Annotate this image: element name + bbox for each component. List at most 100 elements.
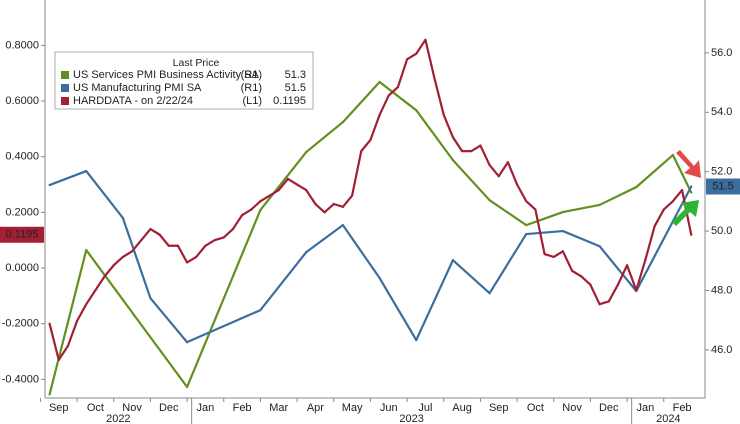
legend-title: Last Price <box>173 57 220 69</box>
legend-axis: (L1) <box>242 95 262 107</box>
series-line <box>305 120 345 154</box>
series-line <box>75 303 88 323</box>
x-tick-label: Jul <box>418 402 432 414</box>
series-line <box>231 214 244 231</box>
series-line <box>488 163 500 178</box>
legend-last: 0.1195 <box>273 95 306 107</box>
series-line <box>195 244 207 258</box>
series-line <box>378 94 390 117</box>
series-line <box>314 202 326 214</box>
series-line <box>259 150 308 212</box>
x-tick-label: Apr <box>307 402 324 414</box>
series-line <box>534 208 546 256</box>
series-line <box>268 188 280 197</box>
x-tick-label: Feb <box>673 402 692 414</box>
series-line <box>451 136 464 153</box>
last-value-label: 51.5 <box>712 180 733 192</box>
x-tick-label: Sep <box>489 402 509 414</box>
series-line <box>185 308 262 344</box>
series-line <box>479 144 491 167</box>
series-line <box>259 194 271 203</box>
legend: Last Price <box>54 51 314 110</box>
y2-tick-label: 48.0 <box>711 284 732 296</box>
series-line <box>103 264 115 278</box>
series-line <box>451 158 491 202</box>
series-line <box>515 183 528 203</box>
last-value-tag <box>706 178 740 195</box>
series-line <box>580 275 592 286</box>
x-tick-label: Dec <box>159 402 179 414</box>
series-line <box>130 239 143 253</box>
series-line <box>543 253 555 258</box>
series-line <box>644 225 656 261</box>
y2-tick-label: 56.0 <box>711 47 732 59</box>
series-line <box>85 248 189 389</box>
legend-last: 51.5 <box>285 82 306 94</box>
x-tick-label: Nov <box>562 402 582 414</box>
y-tick-label: 0.0000 <box>5 262 39 274</box>
series-line <box>396 58 409 89</box>
series-line <box>589 283 601 306</box>
series-line <box>185 208 262 389</box>
y-tick-label: 0.4000 <box>5 151 39 163</box>
series-line <box>433 77 445 117</box>
series-line <box>66 319 79 348</box>
legend-label: US Manufacturing PMI SA <box>73 82 202 94</box>
series-line <box>616 264 629 286</box>
series-line <box>671 188 684 203</box>
series-line <box>57 344 70 361</box>
legend-swatch <box>61 84 69 92</box>
series-line <box>48 169 88 187</box>
series-line <box>140 227 152 242</box>
y-tick-label: 0.6000 <box>5 95 39 107</box>
series-line <box>158 233 170 247</box>
series-line <box>561 229 601 248</box>
series-line <box>305 188 317 206</box>
series-line <box>222 227 235 239</box>
series-line <box>625 264 638 292</box>
series-line <box>570 269 583 278</box>
series-line <box>424 38 436 80</box>
series-line <box>488 232 528 295</box>
x-tick-label: Oct <box>527 402 544 414</box>
series-line <box>259 251 308 312</box>
series-line <box>451 259 491 295</box>
series-line <box>360 138 372 153</box>
series-line <box>635 258 647 292</box>
series-line <box>387 86 400 97</box>
y-tick-label: 0.2000 <box>5 206 39 218</box>
x-tick-label: Mar <box>269 402 288 414</box>
year-label: 2022 <box>106 413 130 424</box>
x-tick-label: Oct <box>87 402 104 414</box>
y2-tick-label: 46.0 <box>711 344 732 356</box>
series-line <box>94 275 106 292</box>
series-line <box>415 259 455 342</box>
legend-axis: (R1) <box>241 69 262 81</box>
series-line <box>323 202 335 214</box>
series-line <box>561 250 574 272</box>
x-tick-label: Sep <box>49 402 69 414</box>
legend-box <box>54 51 314 110</box>
series-line <box>121 250 134 258</box>
series-line <box>506 161 519 186</box>
series-line <box>176 244 189 264</box>
series-line <box>85 169 125 220</box>
y-tick-label: 0.8000 <box>5 39 39 51</box>
series-line <box>277 177 290 192</box>
series-line <box>369 113 381 142</box>
down-arrow <box>676 150 701 178</box>
series-line <box>415 38 427 55</box>
series-line <box>497 161 510 178</box>
series-line <box>305 224 345 254</box>
series-line <box>635 153 675 189</box>
x-tick-label: Jan <box>197 402 215 414</box>
x-tick-label: Jun <box>380 402 398 414</box>
series-line <box>415 109 455 162</box>
series-line <box>671 153 693 194</box>
series-line <box>149 227 161 236</box>
last-value-label: 0.1195 <box>6 229 39 241</box>
year-label: 2024 <box>656 413 680 424</box>
series-line <box>598 300 610 306</box>
